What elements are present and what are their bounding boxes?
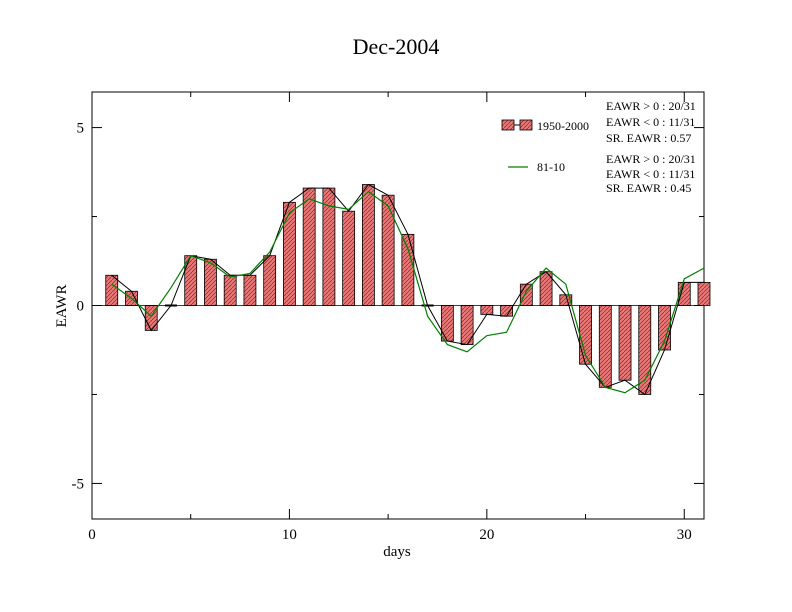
bar bbox=[361, 184, 375, 306]
legend-line-stat-3: SR. EAWR : 0.45 bbox=[606, 181, 691, 195]
legend-line-stat-2: EAWR < 0 : 11/31 bbox=[606, 167, 695, 181]
bar bbox=[440, 305, 454, 342]
bar bbox=[263, 255, 277, 306]
line-81-10 bbox=[111, 190, 705, 394]
bar bbox=[401, 233, 415, 306]
bar bbox=[638, 305, 652, 395]
legend-bar-stat-1: EAWR > 0 : 20/31 bbox=[606, 99, 696, 113]
y-tick-label: 5 bbox=[77, 121, 85, 137]
x-tick-label: 20 bbox=[479, 527, 494, 543]
bar bbox=[105, 274, 119, 306]
bar bbox=[697, 281, 711, 306]
legend-line-label: 81-10 bbox=[537, 160, 565, 174]
y-axis-label: EAWR bbox=[54, 285, 70, 328]
x-axis-label: days bbox=[383, 544, 411, 560]
bar bbox=[302, 187, 316, 306]
legend-bar-label: 1950-2000 bbox=[537, 119, 589, 133]
axis-ticks: 5 0 -5 0 10 20 30 bbox=[72, 92, 704, 543]
x-tick-label: 30 bbox=[677, 527, 692, 543]
bar bbox=[500, 305, 513, 317]
legend-bar-swatch-left bbox=[501, 119, 515, 131]
line-series bbox=[111, 183, 705, 396]
bar bbox=[243, 274, 257, 306]
y-tick-label: -5 bbox=[72, 476, 85, 492]
legend: 1950-2000 EAWR > 0 : 20/31 EAWR < 0 : 11… bbox=[501, 99, 696, 195]
y-tick-label: 0 bbox=[77, 299, 85, 315]
legend-line-stat-1: EAWR > 0 : 20/31 bbox=[606, 152, 696, 166]
bar bbox=[480, 305, 494, 315]
x-tick-label: 0 bbox=[88, 527, 96, 543]
legend-bar-stat-3: SR. EAWR : 0.57 bbox=[606, 131, 691, 145]
chart-title: Dec-2004 bbox=[353, 34, 440, 59]
bar-series-1950-2000 bbox=[105, 184, 711, 395]
legend-bar-swatch-right bbox=[519, 119, 533, 131]
bar bbox=[381, 194, 395, 306]
bar bbox=[283, 201, 296, 306]
bar bbox=[342, 210, 356, 306]
x-tick-label: 10 bbox=[282, 527, 297, 543]
bar bbox=[223, 274, 237, 306]
legend-bar-stat-2: EAWR < 0 : 11/31 bbox=[606, 115, 695, 129]
bar bbox=[618, 305, 632, 381]
bar bbox=[598, 305, 612, 388]
bar bbox=[519, 283, 533, 306]
